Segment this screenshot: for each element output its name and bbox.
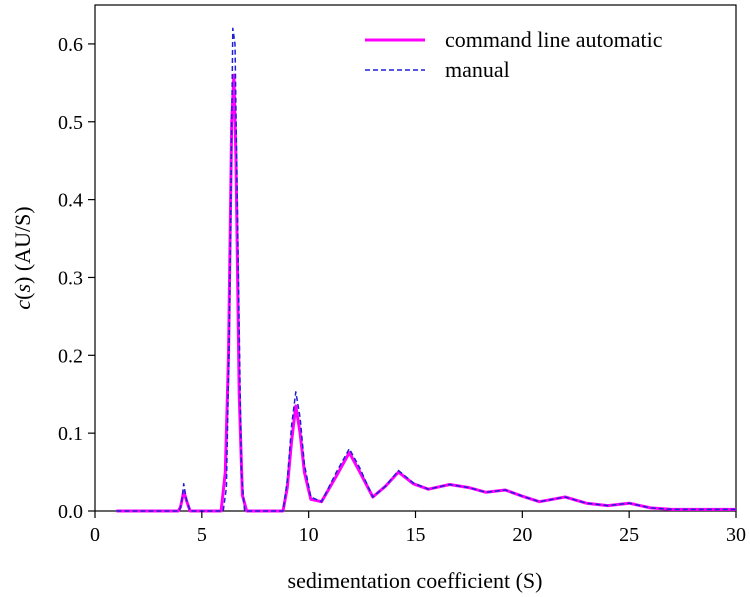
x-tick-label: 15 [406,524,426,546]
x-tick-label: 20 [512,524,532,546]
y-tick-label: 0.0 [58,501,83,523]
x-tick-label: 10 [299,524,319,546]
series-line-manual [116,27,736,512]
x-axis-ticks: 0 5 10 15 20 25 30 [90,511,746,546]
x-axis-title: sedimentation coefficient (S) [288,568,543,593]
legend: command line automatic manual [365,27,663,82]
y-axis-ticks: 0.0 0.1 0.2 0.3 0.4 0.5 0.6 [58,34,95,523]
x-tick-label: 30 [726,524,746,546]
plot-frame [94,4,737,512]
y-tick-label: 0.5 [58,112,83,134]
y-tick-label: 0.3 [58,267,83,289]
legend-label-manual: manual [445,57,510,82]
series-layer [116,27,736,513]
x-tick-label: 25 [619,524,639,546]
y-tick-label: 0.2 [58,345,83,367]
y-tick-label: 0.1 [58,423,83,445]
series-line-command-line-automatic [116,73,736,513]
x-tick-label: 0 [90,524,100,546]
y-axis-title: c(s) (AU/S) [10,206,35,309]
y-tick-label: 0.4 [58,190,83,212]
x-tick-label: 5 [197,524,207,546]
y-tick-label: 0.6 [58,34,83,56]
legend-label-automatic: command line automatic [445,27,663,52]
